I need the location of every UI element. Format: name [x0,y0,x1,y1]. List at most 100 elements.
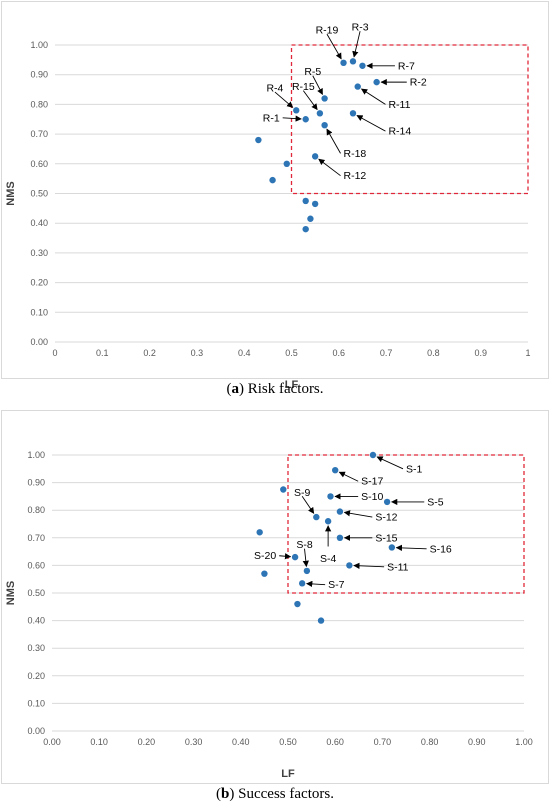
data-point [293,107,300,114]
data-point [311,153,319,160]
x-tick-label: 0.90 [468,737,486,747]
y-tick-label: 0.50 [30,189,48,199]
x-tick-label: 0.8 [427,348,440,358]
data-point [303,567,311,575]
data-point [283,160,290,167]
annotation-label: R-11 [388,99,410,111]
y-tick-label: 1.00 [30,40,48,50]
success-factors-panel: 0.00 0.10 0.20 0.30 0.40 0.50 0.60 0.70 0.80 0.90… [0,409,550,806]
y-tick-label: 1.00 [27,450,45,460]
x-tick-label: 0.2 [143,348,156,358]
y-tick-label: 0.80 [27,505,45,515]
y-tick-label: 0.40 [30,218,48,228]
data-point [311,200,319,208]
annotation-label: R-2 [410,77,427,89]
x-tick-label: 0.6 [333,348,346,358]
data-point [255,136,262,144]
annotation-arrow [326,128,341,154]
x-tick-label: 0.1 [96,348,109,358]
annotation-label: R-12 [344,170,367,182]
annotation-arrow [352,31,361,58]
caption-letter: a [231,381,239,397]
caption-text: Success factors. [238,786,334,802]
annotation-label: S-20 [254,550,276,562]
data-point [313,513,320,521]
annotation-label: S-5 [427,496,444,508]
data-point [324,518,332,525]
annotation-label: R-19 [316,25,339,37]
annotation-arrow [282,115,302,122]
caption-letter: b [221,786,230,802]
data-point [316,110,324,117]
annotation-label: S-12 [375,512,397,524]
x-tick-label: 0.4 [238,348,251,358]
figure-caption-b: (b) Success factors. [216,786,334,802]
x-tick-label: 0 [52,348,57,358]
y-tick-label: 0.00 [27,726,45,736]
data-point [327,493,334,500]
data-point [373,78,380,86]
annotation-arrow [395,544,427,552]
annotation-label: S-15 [375,532,397,544]
chart-frame [1,1,549,379]
data-point [302,116,309,123]
annotation-label: R-5 [304,66,321,78]
annotation-arrow [312,75,323,96]
annotation-arrow [376,456,404,470]
annotation-arrow [306,580,326,588]
data-point [298,580,306,587]
x-tick-label: 0.30 [185,737,203,747]
highlight-box [290,44,529,195]
data-point [261,570,268,577]
annotation-label: S-17 [361,476,383,488]
annotation-arrow [302,90,318,111]
chart-frame [1,410,549,784]
annotation-arrow [326,33,342,60]
x-tick-label: 0.9 [474,348,487,358]
y-tick-label: 0.50 [27,588,45,598]
y-tick-label: 0.60 [27,560,45,570]
annotation-arrow [343,510,373,518]
data-point [294,600,301,608]
annotation-label: S-16 [430,543,452,555]
annotation-label: S-1 [406,463,423,475]
annotation-arrow [338,471,359,482]
annotation-label: R-4 [266,83,283,95]
data-point [349,58,357,65]
annotation-arrow [301,496,315,514]
data-point [354,83,361,90]
y-tick-label: 0.40 [27,616,45,626]
y-tick-label: 0.00 [30,337,48,347]
figure-caption-a: (a) Risk factors. [226,381,324,397]
data-point [321,121,328,129]
x-tick-label: 0.5 [285,348,298,358]
risk-factors-scatter-chart: 0.000.100.200.300.400.500.600.700.800.90… [5,22,531,391]
data-point [369,451,377,459]
data-point [340,59,347,67]
risk-factors-panel: 0.00 0.10 0.20 0.30 0.40 0.50 0.60 0.70 0.80 0.90… [1,1,549,397]
annotation-arrow [360,88,386,105]
y-tick-label: 0.60 [30,159,48,169]
y-tick-label: 0.10 [30,307,48,317]
annotation-arrow [356,115,386,132]
annotation-label: R-1 [263,112,280,124]
annotation-label: S-8 [296,539,313,551]
y-axis-title: NMS [5,181,17,205]
x-tick-label: 0.3 [191,348,204,358]
y-axis-title: NMS [5,581,17,605]
annotation-label: S-7 [328,579,345,591]
data-point [332,466,339,474]
y-tick-label: 0.20 [30,278,48,288]
data-point [269,176,276,184]
x-tick-label: 0.50 [279,737,297,747]
data-point [321,95,328,102]
annotation-label: R-14 [388,126,411,138]
data-point [336,508,344,515]
annotation-label: S-4 [320,553,337,565]
annotation-label: S-10 [361,491,383,503]
data-point [346,562,353,569]
x-tick-label: 1 [525,348,530,358]
data-point [336,534,344,541]
y-tick-label: 0.10 [27,698,45,708]
y-tick-label: 0.20 [27,671,45,681]
